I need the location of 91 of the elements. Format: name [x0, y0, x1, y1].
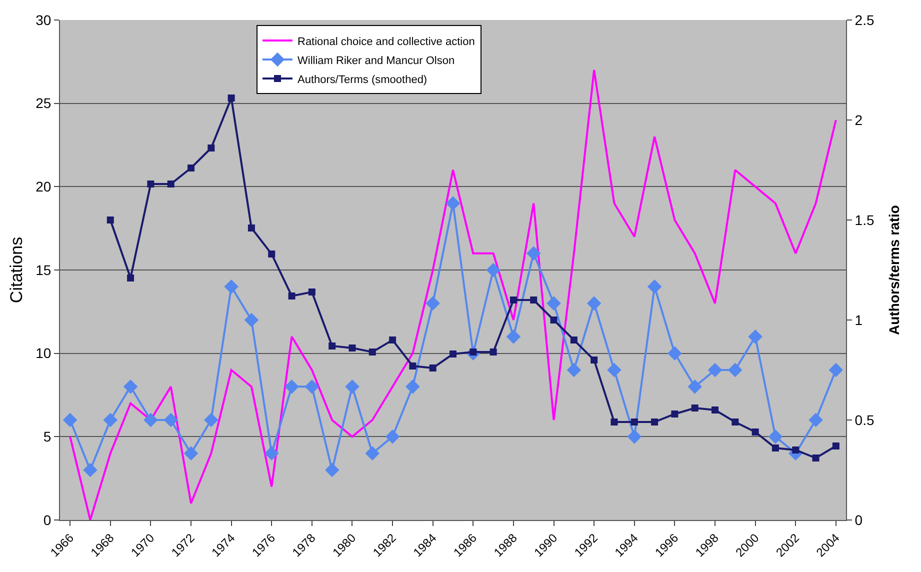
point [127, 274, 134, 282]
legend-label: Rational choice and collective action [298, 36, 475, 48]
legend-label: William Riker and Mancur Olson [298, 54, 455, 67]
point [368, 348, 376, 356]
point [506, 330, 521, 344]
point [204, 412, 218, 428]
y-axis-title: Citations [7, 236, 26, 304]
point [570, 336, 578, 344]
point [546, 296, 561, 310]
point [208, 144, 215, 152]
point [490, 348, 497, 356]
y2-tick-label: 1 [854, 312, 863, 328]
point [409, 362, 416, 370]
point [62, 412, 78, 428]
point [345, 380, 360, 394]
point [308, 288, 316, 296]
point [446, 196, 460, 210]
point [688, 380, 702, 394]
point [708, 362, 722, 378]
point [486, 262, 500, 278]
point [228, 94, 235, 102]
point [164, 412, 178, 428]
y-tick-label: 25 [36, 95, 52, 112]
point [83, 462, 98, 478]
point [348, 344, 356, 352]
point [288, 292, 296, 300]
y2-tick-label: 2 [854, 112, 863, 128]
y2-tick-label: 0 [854, 512, 863, 528]
point [365, 446, 380, 460]
point [188, 164, 194, 172]
point [510, 296, 517, 304]
point [103, 412, 118, 428]
point [752, 428, 759, 436]
point [385, 430, 400, 444]
point [627, 430, 642, 444]
point [550, 316, 558, 324]
point [671, 410, 678, 418]
y-tick-label: 0 [43, 512, 52, 528]
y2-tick-label: 1.5 [854, 212, 874, 228]
point [566, 362, 582, 378]
point [244, 312, 259, 328]
point [284, 380, 299, 394]
point [264, 446, 279, 460]
point [812, 454, 820, 462]
y2-axis-title: Authors/terms ratio [886, 205, 902, 335]
line-series [69, 69, 837, 520]
point [607, 362, 622, 378]
point [647, 280, 662, 294]
point [167, 180, 174, 188]
point [808, 412, 823, 428]
y-tick-label: 5 [43, 428, 52, 445]
point [144, 412, 158, 428]
point [728, 362, 742, 378]
y-tick-label: 30 [36, 12, 52, 28]
point [268, 250, 276, 258]
point [828, 362, 844, 378]
point [691, 404, 698, 412]
point [590, 356, 598, 364]
y-tick-label: 10 [36, 345, 52, 362]
y2-tick-label: 0.5 [854, 412, 874, 428]
point [224, 280, 238, 294]
point [768, 430, 783, 444]
point [389, 336, 396, 344]
point [586, 296, 602, 310]
point [147, 180, 154, 188]
point [610, 418, 618, 426]
point [106, 216, 114, 224]
point [712, 406, 718, 414]
point [123, 380, 138, 394]
point [248, 224, 255, 232]
point [772, 444, 779, 452]
point [651, 418, 658, 426]
point [530, 296, 538, 304]
point [426, 296, 440, 310]
point [630, 418, 638, 426]
y-tick-label: 20 [36, 178, 52, 195]
y2-tick-label: 2.5 [854, 12, 874, 28]
point [450, 350, 456, 358]
y-tick-label: 15 [36, 262, 52, 278]
point [429, 364, 436, 372]
point [526, 246, 541, 260]
point [406, 380, 420, 394]
point [732, 418, 739, 426]
point [304, 380, 320, 394]
point [748, 330, 762, 344]
point [668, 346, 682, 360]
legend-label: Authors/Terms (smoothed) [298, 74, 428, 86]
point [832, 442, 840, 450]
point [324, 462, 340, 478]
point [328, 342, 336, 350]
point [184, 446, 198, 460]
